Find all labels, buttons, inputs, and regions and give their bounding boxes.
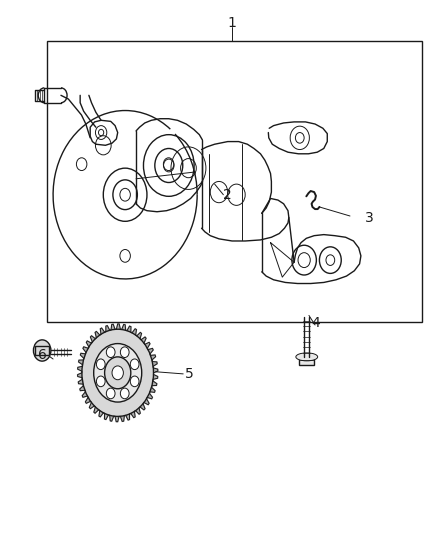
Text: 1: 1 (228, 16, 237, 30)
Circle shape (82, 329, 153, 416)
Circle shape (33, 340, 51, 361)
Polygon shape (78, 324, 158, 422)
Text: 5: 5 (185, 367, 194, 381)
Bar (46, 41, 422, 322)
Text: 3: 3 (365, 211, 374, 224)
Circle shape (105, 357, 131, 389)
Circle shape (120, 388, 129, 399)
Ellipse shape (296, 353, 318, 361)
Circle shape (106, 347, 115, 358)
Circle shape (112, 366, 124, 379)
Text: 2: 2 (223, 188, 232, 201)
FancyBboxPatch shape (299, 355, 314, 366)
FancyBboxPatch shape (35, 346, 49, 355)
Circle shape (82, 329, 153, 416)
Circle shape (96, 376, 105, 386)
Text: 6: 6 (38, 348, 46, 362)
Circle shape (94, 344, 142, 402)
Circle shape (130, 359, 139, 369)
Text: 4: 4 (311, 317, 320, 330)
Circle shape (96, 359, 105, 369)
Circle shape (120, 347, 129, 358)
Circle shape (106, 388, 115, 399)
Circle shape (130, 376, 139, 386)
